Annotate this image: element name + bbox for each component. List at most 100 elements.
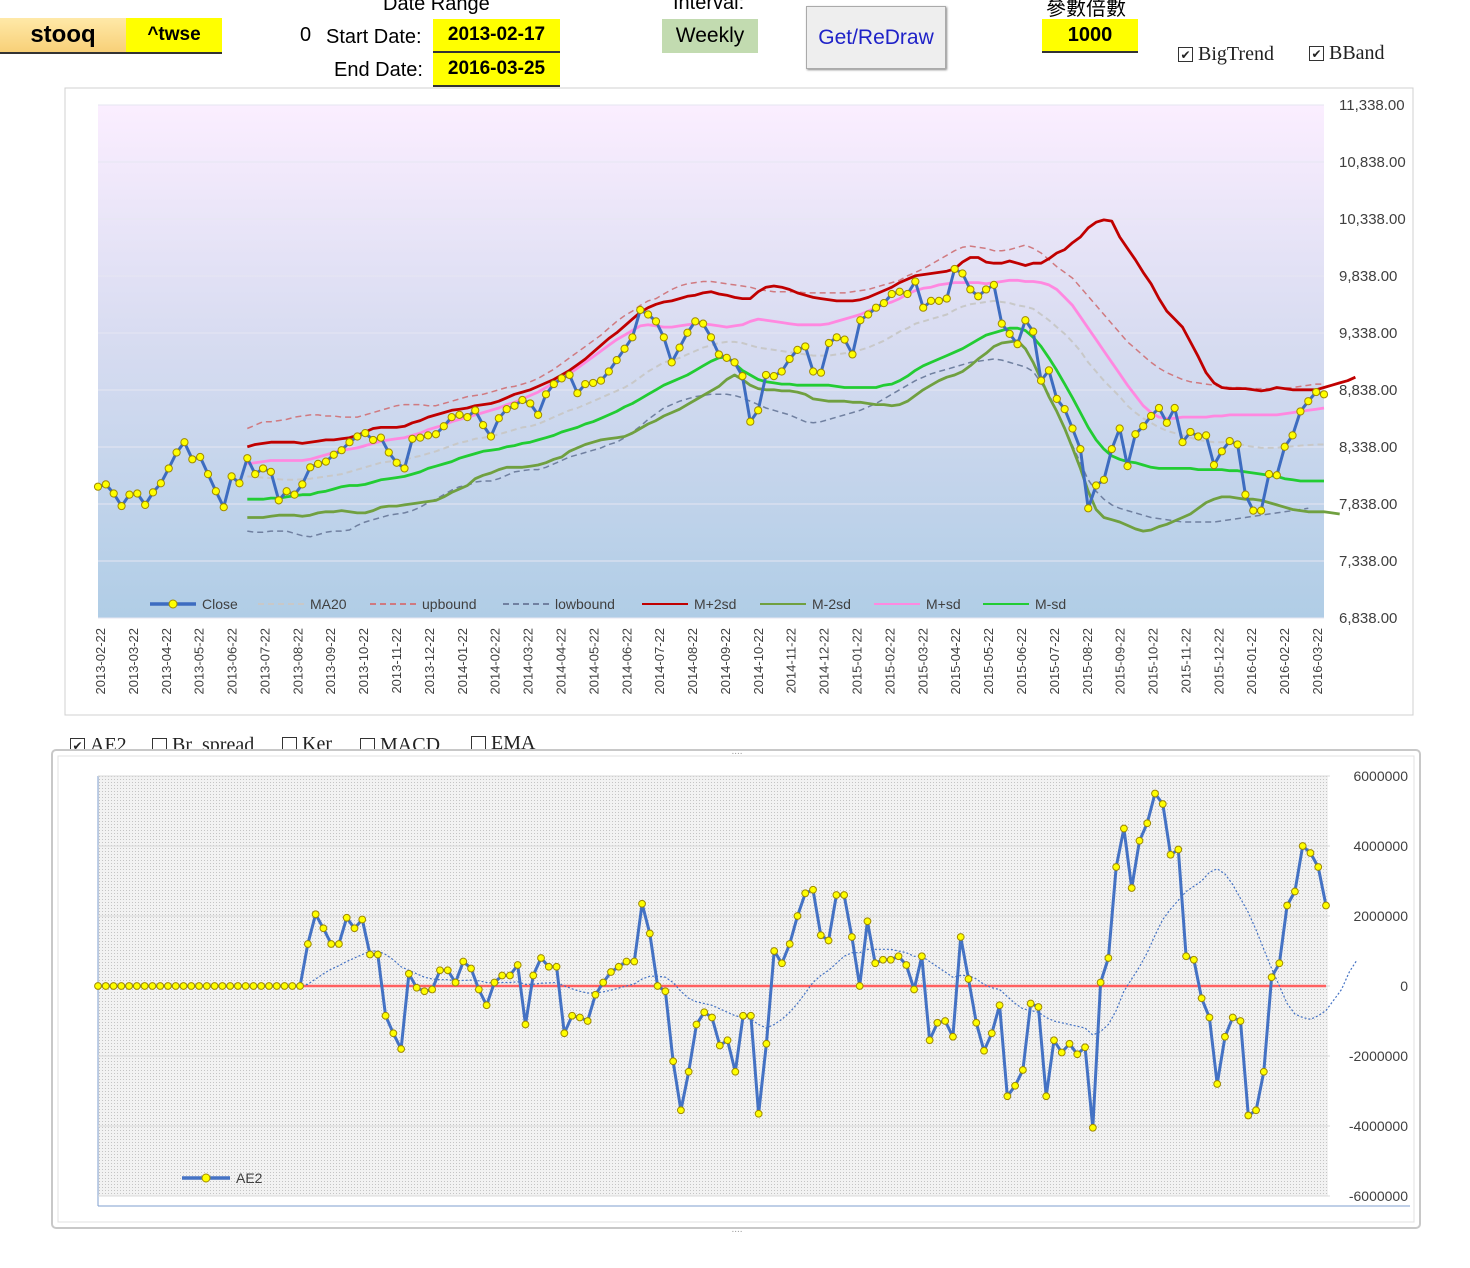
close-point: [1225, 436, 1234, 446]
ticker-cell[interactable]: ^twse: [126, 18, 222, 54]
close-point: [1288, 431, 1297, 440]
ae2-point: [249, 982, 258, 990]
close-point: [1076, 444, 1085, 454]
series-m-minus-2sd: [247, 339, 1340, 533]
x-tick-label: 2016-02-22: [1277, 628, 1292, 695]
ae2-point: [373, 950, 382, 959]
resize-handle-top-icon[interactable]: ....: [731, 746, 742, 757]
close-point: [1036, 376, 1046, 385]
multiplier-field[interactable]: 1000: [1042, 19, 1138, 53]
interval-select[interactable]: Weekly: [662, 19, 758, 53]
close-point: [534, 410, 543, 419]
x-tick-label: 2015-11-22: [1178, 628, 1193, 694]
x-tick-label: 2015-01-22: [850, 628, 865, 695]
ae2-point: [980, 1046, 988, 1055]
close-point: [1005, 329, 1014, 339]
close-point: [392, 458, 401, 467]
close-point: [644, 310, 653, 319]
price-chart[interactable]: 11,338.00 10,838.00 10,338.00 9,838.00 9,338…: [0, 0, 1470, 720]
ae2-point: [925, 1036, 934, 1045]
start-date-field[interactable]: 2013-02-17: [433, 19, 560, 53]
close-point: [321, 457, 331, 466]
start-date-label: Start Date:: [326, 26, 422, 48]
bigtrend-checkbox[interactable]: ✔ BigTrend: [1178, 43, 1274, 66]
close-point: [431, 430, 441, 439]
y-tick-label: 9,338.00: [1339, 325, 1397, 342]
close-point: [227, 472, 236, 481]
ae2-point: [1127, 884, 1136, 892]
close-point: [368, 435, 378, 445]
close-point: [313, 459, 323, 468]
ae2-point: [964, 975, 973, 983]
close-point: [376, 433, 386, 442]
end-date-field[interactable]: 2016-03-25: [433, 53, 560, 87]
legend-label: lowbound: [555, 596, 615, 612]
ae2-chart[interactable]: 6000000 4000000 2000000 0 -2000000 -4000000 -6…: [0, 740, 1470, 1240]
close-point: [101, 480, 110, 489]
ae2-point: [1112, 863, 1121, 871]
close-point: [526, 399, 535, 408]
close-point: [117, 501, 126, 511]
ae2-point: [210, 982, 219, 990]
close-point: [306, 463, 315, 472]
x-tick-label: 2015-08-22: [1080, 628, 1095, 695]
close-point: [903, 289, 912, 299]
close-point: [447, 413, 456, 422]
ae2-point: [1322, 901, 1330, 910]
close-point: [510, 401, 519, 410]
x-tick-label: 2014-03-22: [521, 628, 536, 695]
ae2-point: [148, 982, 157, 990]
source-label: stooq: [30, 21, 96, 48]
ae2-point: [824, 936, 833, 945]
close-point: [926, 296, 936, 305]
ae2-point: [257, 982, 266, 990]
close-point: [463, 413, 472, 422]
close-point: [235, 479, 244, 488]
ae2-point: [956, 933, 965, 941]
ae2-point: [1065, 1039, 1074, 1048]
get-redraw-button[interactable]: Get/ReDraw: [806, 6, 946, 69]
ae2-point: [1306, 849, 1315, 857]
bband-checkbox[interactable]: ✔ BBand: [1309, 42, 1385, 65]
close-point: [1068, 424, 1077, 433]
bband-label: BBand: [1329, 42, 1385, 64]
ae2-point: [443, 966, 452, 975]
close-point: [196, 452, 205, 462]
ae2-point: [886, 955, 895, 964]
legend-label: MA20: [310, 596, 347, 612]
ae2-point: [397, 1045, 406, 1053]
ema-checkbox[interactable]: EMA: [471, 732, 535, 755]
ae2-point: [653, 982, 662, 990]
ae2-point: [847, 933, 856, 941]
series-lowbound: [247, 358, 1309, 538]
close-point: [895, 287, 904, 296]
ae2-point: [537, 954, 545, 962]
close-point: [148, 488, 158, 497]
ae2-point: [1088, 1123, 1097, 1132]
source-cell[interactable]: stooq: [0, 18, 126, 54]
close-point: [840, 335, 849, 344]
ae2-point: [272, 982, 281, 990]
ae2-point: [381, 1011, 390, 1020]
close-point: [581, 379, 590, 389]
zero-cell: 0: [300, 24, 312, 46]
close-point: [958, 269, 967, 278]
end-date-label: End Date:: [334, 59, 423, 81]
resize-handle-bottom-icon[interactable]: ....: [731, 1224, 742, 1235]
ae2-point: [327, 940, 336, 948]
ae2-point: [754, 1109, 763, 1118]
ae2-point: [1205, 1013, 1214, 1022]
x-tick-label: 2015-12-22: [1211, 628, 1226, 695]
ae2-point: [1158, 800, 1167, 808]
y-tick-label: 10,838.00: [1339, 154, 1406, 171]
series-ae2-signal: [98, 868, 1358, 1036]
close-point: [596, 376, 606, 385]
ae2-y-tick-label: -4000000: [1349, 1118, 1408, 1134]
ae2-point: [420, 987, 429, 996]
close-point: [659, 333, 668, 342]
x-tick-label: 2013-11-22: [389, 628, 404, 694]
ae2-point: [622, 957, 631, 966]
close-point: [1233, 440, 1242, 449]
legend-label: M+sd: [926, 596, 961, 612]
x-tick-label: 2014-07-22: [652, 628, 667, 695]
